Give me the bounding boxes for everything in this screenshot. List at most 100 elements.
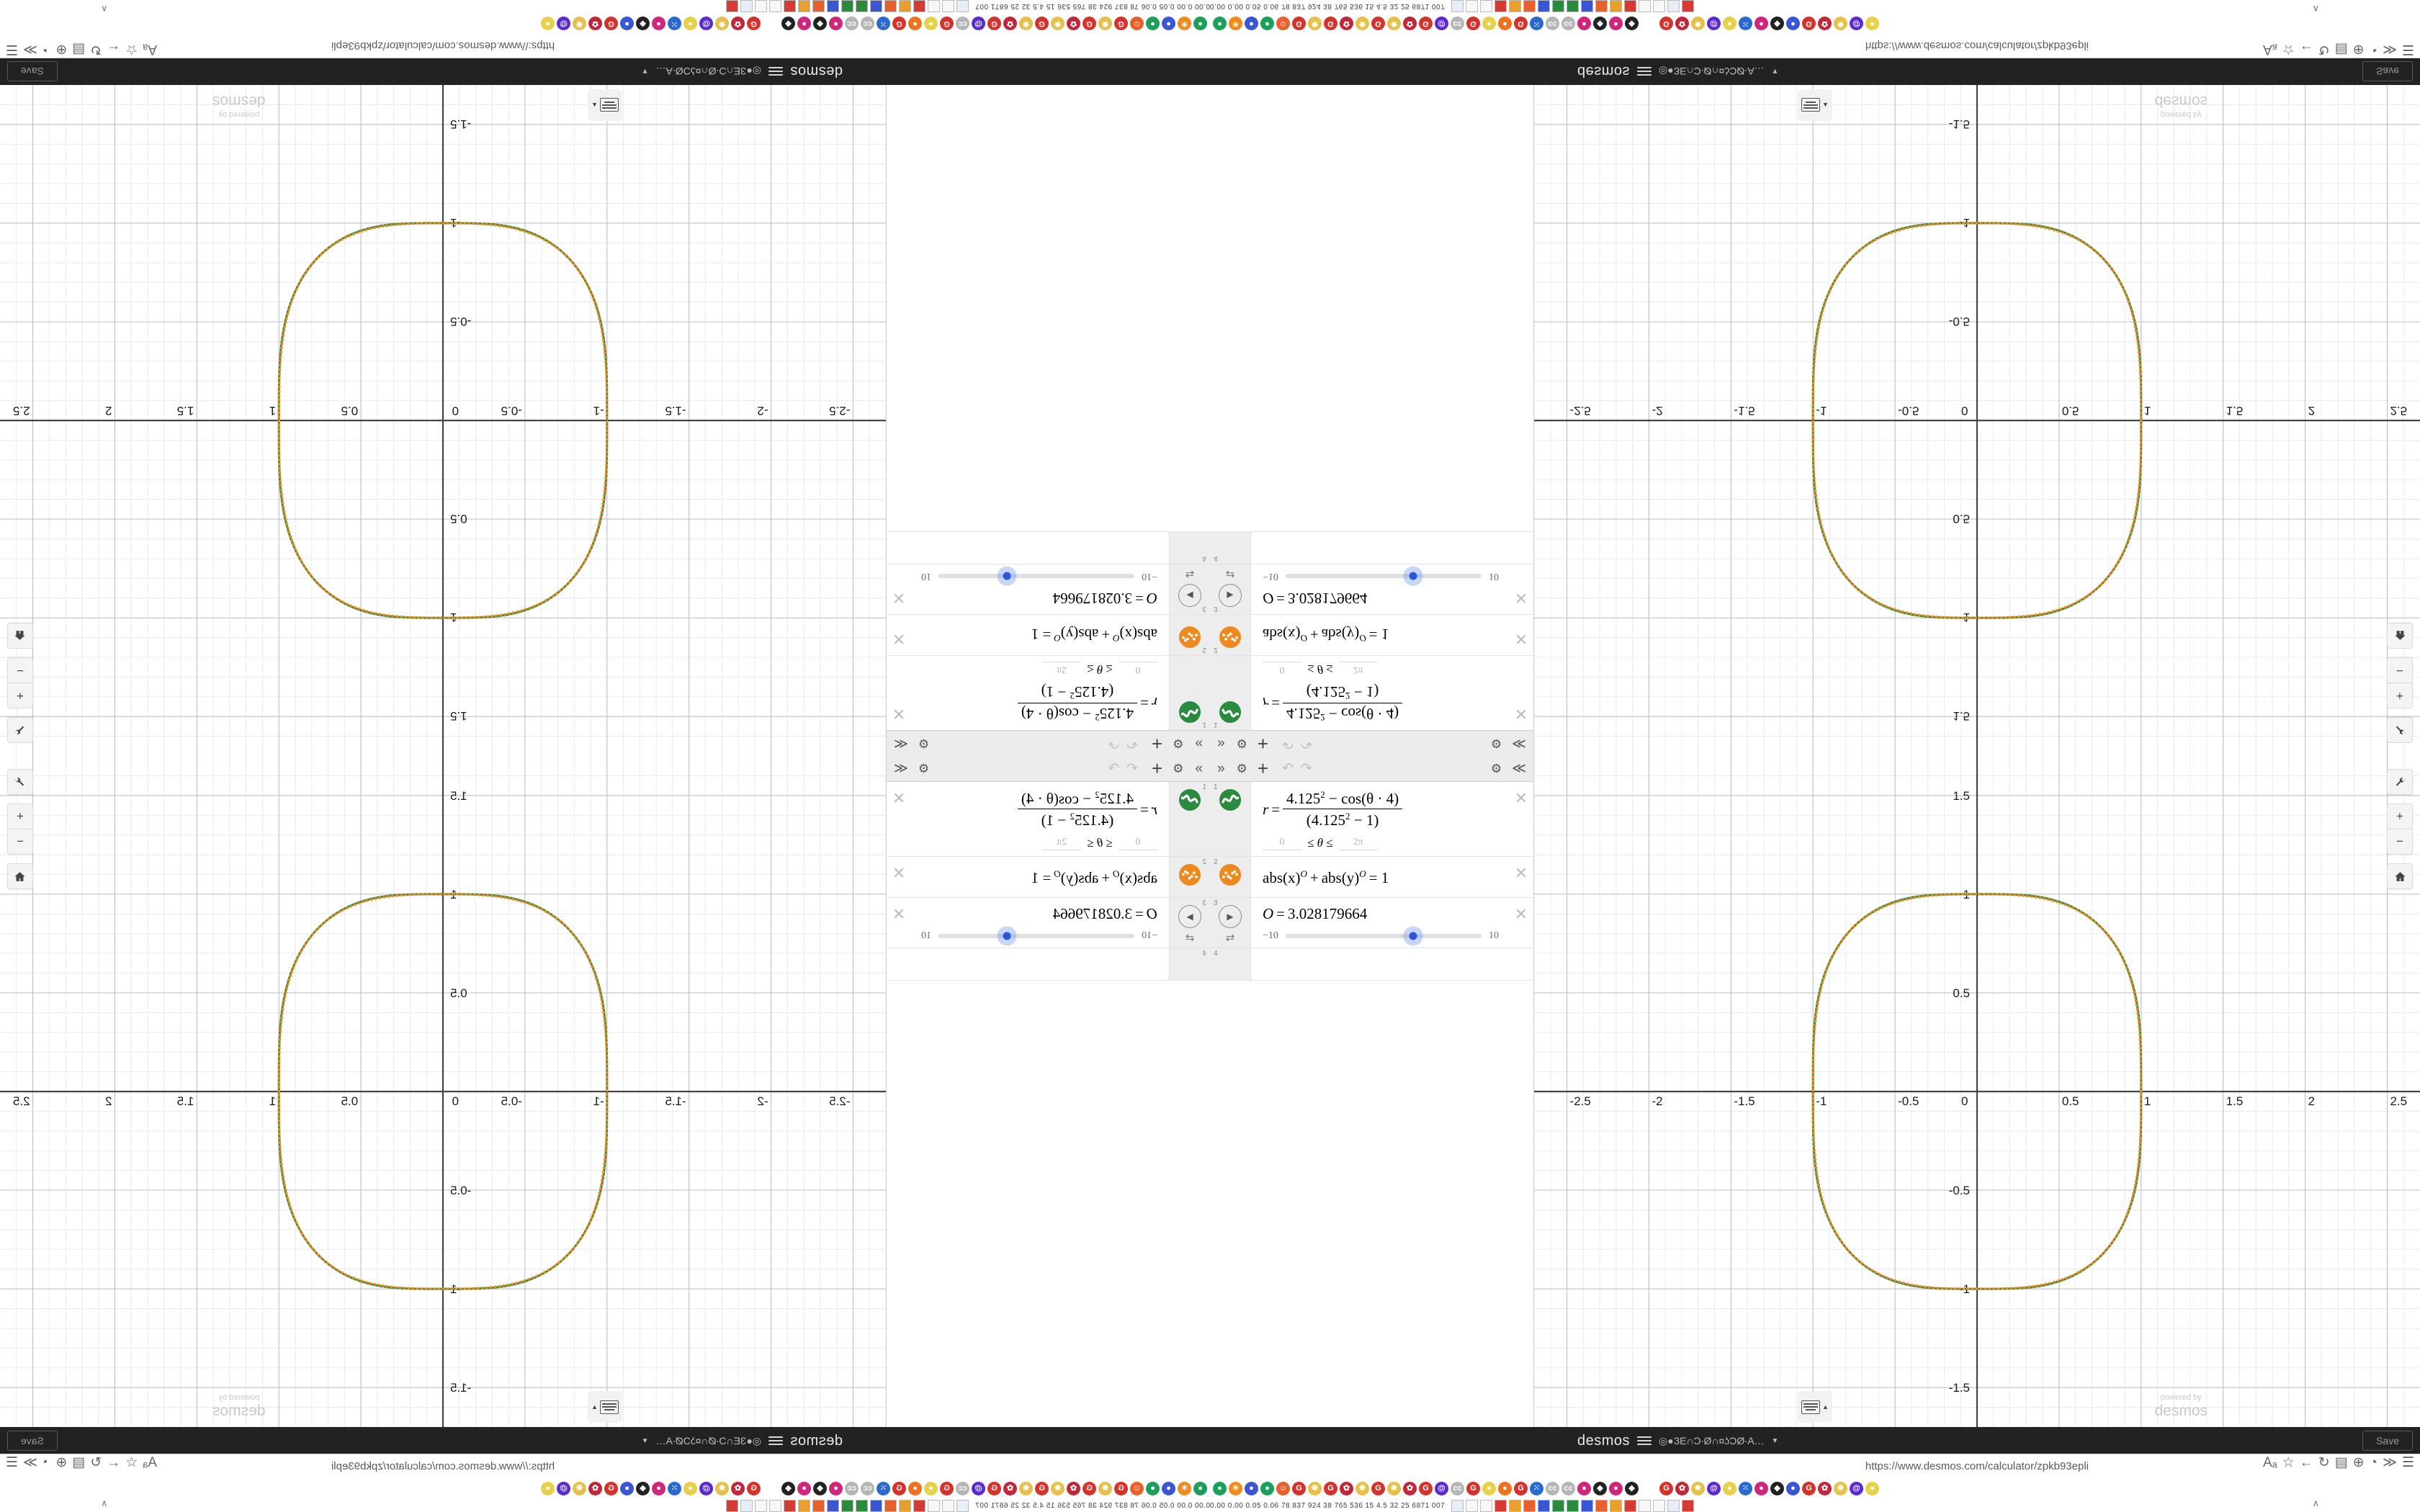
domain-restriction-1[interactable]: 0 ≤ θ ≤ 2π	[1263, 836, 1499, 850]
delete-expression-1[interactable]: ✕	[1514, 705, 1528, 723]
expression-bullet-2[interactable]: 2	[1210, 615, 1251, 655]
desmos-logo[interactable]: desmos	[1577, 63, 1631, 80]
bookmark-item[interactable]: ⁙	[1530, 1481, 1543, 1495]
browser-tab[interactable]	[898, 1499, 911, 1512]
bookmark-item[interactable]: @	[699, 17, 713, 31]
slider-thumb[interactable]	[1003, 572, 1011, 580]
expression-body-2[interactable]: abs(x)O + abs(y)O = 1	[1251, 615, 1509, 655]
slider-thumb[interactable]	[1003, 932, 1011, 940]
bookmark-item[interactable]: @	[972, 17, 985, 31]
menu-icon[interactable]: ☰	[6, 1455, 19, 1470]
curve-style-icon-green[interactable]	[1179, 789, 1201, 811]
bookmark-item[interactable]: ●	[924, 17, 938, 31]
back-icon[interactable]: ←	[107, 1455, 121, 1470]
bookmark-item[interactable]: ❋	[1387, 1481, 1401, 1495]
bookmark-item[interactable]: G	[1114, 17, 1128, 31]
back-icon[interactable]: ←	[2299, 1455, 2313, 1470]
browser-tab[interactable]	[740, 1499, 753, 1512]
delete-expression-4[interactable]	[1509, 532, 1533, 564]
browser-tab[interactable]	[783, 1499, 796, 1512]
tab-icons[interactable]	[725, 1499, 969, 1512]
slider-control[interactable]: −10 10	[1263, 930, 1499, 942]
add-expression-button[interactable]: +	[1257, 733, 1269, 755]
bookmark-item[interactable]: ✿	[1067, 17, 1080, 31]
gear-icon[interactable]: ⚙	[1236, 761, 1247, 775]
browser-tab[interactable]	[1567, 0, 1579, 13]
slider-value[interactable]: 3.028179664	[1288, 905, 1368, 922]
browser-tab[interactable]	[768, 0, 781, 13]
bookmark-item[interactable]: G	[1035, 1481, 1049, 1495]
browser-tab[interactable]	[941, 0, 954, 13]
bookmark-item[interactable]: ❋	[715, 17, 729, 31]
bookmark-item[interactable]: ◆	[781, 17, 795, 31]
browser-tab[interactable]	[855, 0, 868, 13]
bookmark-item[interactable]: ❋	[1308, 1481, 1322, 1495]
tab-strip[interactable]: 0.00 0.00 0.05 0.06 78 837 924 38 765 53…	[0, 1499, 1210, 1512]
bookmark-item[interactable]: cc	[1546, 17, 1559, 31]
theta-max-input[interactable]: 2π	[1042, 836, 1082, 850]
graph-settings-gear-icon[interactable]: ⚙	[918, 761, 930, 775]
wrench-icon[interactable]	[2387, 717, 2413, 743]
save-button[interactable]: Save	[2362, 1431, 2413, 1451]
bookmark-item[interactable]: ●	[1498, 1481, 1512, 1495]
expression-row-1[interactable]: 1 r = 4.1252 − cos(θ · 4)	[1210, 655, 1533, 730]
address-bar-url[interactable]: https://www.desmos.com/calculator/zpkb93…	[1865, 1460, 2089, 1472]
browser-tab[interactable]	[1451, 0, 1464, 13]
menu-icon[interactable]: ☰	[2401, 42, 2414, 57]
bookmark-item[interactable]: ☺	[1276, 17, 1290, 31]
gear-icon[interactable]: ⚙	[1173, 761, 1184, 775]
tab-icons[interactable]	[1451, 1499, 1695, 1512]
browser-tab[interactable]	[812, 1499, 825, 1512]
profile-icon[interactable]: ◔	[2369, 1455, 2378, 1470]
browser-tab[interactable]	[884, 1499, 897, 1512]
bookmark-item[interactable]: ☀	[1178, 1481, 1191, 1495]
browser-tab[interactable]	[1552, 1499, 1565, 1512]
bookmark-item[interactable]: ●	[908, 1481, 922, 1495]
expression-body-3[interactable]: O = 3.028179664 −10 10	[1251, 898, 1509, 948]
bookmark-item[interactable]: ☀	[1229, 17, 1242, 31]
bookmark-item[interactable]: @	[1435, 1481, 1448, 1495]
bookmark-item[interactable]: @	[1850, 17, 1863, 31]
browser-tab[interactable]	[783, 0, 796, 13]
bookmark-item[interactable]: ❋	[1019, 1481, 1033, 1495]
theta-max-input[interactable]: 2π	[1338, 837, 1378, 850]
bookmark-item[interactable]: ●	[1162, 1481, 1175, 1495]
bookmark-item[interactable]: G	[1514, 17, 1528, 31]
expression-bullet-2[interactable]: 2	[1210, 857, 1251, 897]
expression-row-4[interactable]: 4	[1210, 531, 1533, 564]
bookmark-item[interactable]: ❋	[1355, 1481, 1369, 1495]
browser-tab[interactable]	[927, 1499, 940, 1512]
undo-icon[interactable]: ↶	[1126, 736, 1138, 751]
bookmark-item[interactable]: ✿	[588, 1481, 602, 1495]
bookmark-item[interactable]: ❋	[573, 17, 586, 31]
reader-icon[interactable]: ▤	[72, 42, 86, 57]
browser-tab[interactable]	[1624, 1499, 1637, 1512]
bookmark-item[interactable]: ✿	[1675, 17, 1689, 31]
bookmark-item[interactable]: ●	[1609, 17, 1623, 31]
browser-tab[interactable]	[1610, 1499, 1623, 1512]
expression-body-1[interactable]: r = 4.1252 − cos(θ · 4) (4.1252 − 1) 0	[911, 656, 1169, 730]
delete-expression-3[interactable]: ✕	[892, 905, 906, 923]
bookmark-item[interactable]: G	[1292, 1481, 1306, 1495]
bookmark-item[interactable]: G	[1114, 1481, 1128, 1495]
overflow-icon[interactable]: ≫	[2383, 42, 2397, 57]
bookmark-item[interactable]: @	[557, 17, 570, 31]
bookmark-item[interactable]: ✿	[1067, 1481, 1080, 1495]
tab-strip[interactable]: 0.00 0.00 0.05 0.06 78 837 924 38 765 53…	[0, 0, 1210, 13]
browser-tab[interactable]	[1494, 1499, 1507, 1512]
bookmark-item[interactable]: @	[972, 1481, 985, 1495]
bookmarks-bar[interactable]: ● ☀ ● ● ☺ G ❋ G ✿ ❋ G ❋ ✿ G @ cc G ● ● G ⁙ cc cc ● ◆ ● ◆ G ✿ ❋ @ ● ⁙ ● ◆ ● G…	[0, 1479, 1210, 1498]
expression-bullet-1[interactable]: 1	[1210, 656, 1251, 730]
expand-panel-icon[interactable]: »	[1195, 760, 1203, 776]
bookmark-item[interactable]: ❋	[1387, 17, 1401, 31]
redo-icon[interactable]: ↷	[1300, 736, 1312, 751]
slider-control[interactable]: −10 10	[921, 570, 1157, 582]
bookmark-item[interactable]: ◆	[1625, 1481, 1639, 1495]
bookmarks-bar[interactable]: ● ☀ ● ● ☺ G ❋ G ✿ ❋ G ❋ ✿ G @ cc G ● ● G ⁙ cc cc ● ◆ ● ◆ G ✿ ❋ @ ● ⁙ ● ◆ ● G…	[1210, 14, 2420, 33]
slider-max-label[interactable]: 10	[1489, 571, 1499, 582]
bookmark-item[interactable]: ✿	[1818, 1481, 1832, 1495]
bookmark-item[interactable]: G	[892, 17, 906, 31]
slider-loop-icon[interactable]: ⇄	[1185, 932, 1195, 944]
hamburger-menu-icon[interactable]	[1637, 1436, 1652, 1445]
browser-tab[interactable]	[898, 0, 911, 13]
